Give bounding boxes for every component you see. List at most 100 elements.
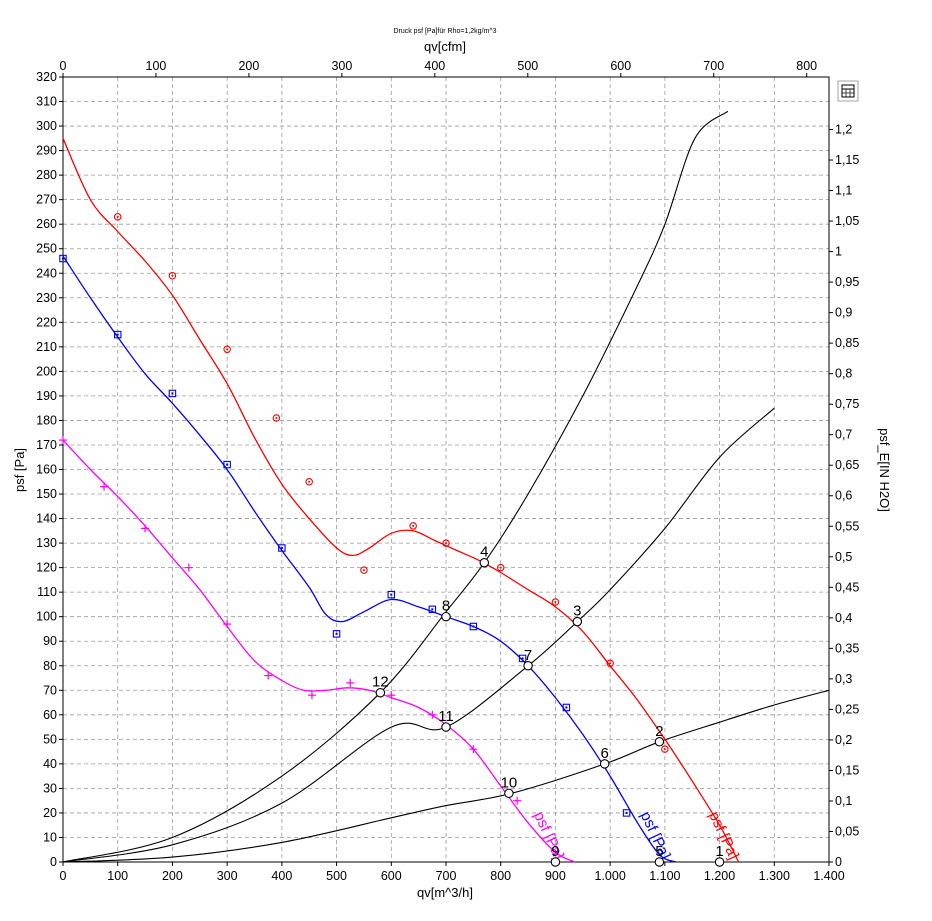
data-point-square	[518, 654, 527, 663]
data-point-outer	[305, 478, 313, 486]
fan-curve-label-3: psf [Pa]	[530, 809, 567, 862]
x-tick-label: 100	[107, 869, 128, 883]
x-tick-label: 700	[436, 869, 457, 883]
y2-tick-label: 0,3	[835, 672, 852, 686]
operating-point-marker	[654, 737, 665, 747]
data-point-outer	[223, 460, 231, 469]
data-point-cross	[141, 524, 150, 533]
operating-point-marker	[523, 660, 533, 671]
system-curve-1	[62, 110, 729, 863]
data-point-inner	[390, 593, 393, 596]
data-point-square	[428, 605, 437, 614]
x-tick-label: 1.400	[813, 869, 844, 883]
data-point-outer	[272, 414, 281, 422]
data-point-outer	[168, 271, 177, 280]
data-point-circle	[496, 563, 505, 572]
y-tick-label: 270	[36, 193, 57, 207]
y2-tick-label: 1	[835, 245, 842, 259]
operating-point-label: 10	[501, 774, 518, 791]
data-point-inner	[308, 480, 311, 483]
x-tick-label: 1.300	[759, 869, 790, 883]
x-tick-label: 1.200	[704, 869, 735, 883]
data-point-outer	[113, 330, 122, 339]
data-point-inner	[116, 215, 119, 218]
operating-point-label: 3	[573, 603, 581, 620]
y-tick-label: 70	[43, 683, 57, 697]
data-point-outer	[562, 703, 571, 712]
y-tick-label: 180	[36, 413, 57, 427]
data-point-inner	[554, 600, 557, 603]
y2-tick-label: 0,05	[835, 824, 859, 838]
data-point-cross	[100, 482, 109, 491]
data-point-outer	[113, 213, 122, 221]
y2-tick-label: 0,75	[835, 397, 859, 411]
operating-point-label: 6	[600, 745, 608, 762]
y-tick-label: 220	[36, 315, 57, 329]
y-tick-label: 130	[36, 536, 57, 550]
data-point-inner	[625, 811, 628, 814]
y-tick-label: 210	[36, 340, 57, 354]
data-point-inner	[521, 657, 524, 660]
data-point-inner	[62, 257, 64, 260]
operating-point-label: 12	[372, 674, 389, 691]
x-tick-label: 200	[162, 869, 183, 883]
calculator-icon[interactable]	[837, 80, 859, 102]
data-point-square	[59, 254, 67, 263]
data-point-outer	[606, 659, 614, 668]
operating-point-label: 1	[715, 843, 723, 860]
data-point-circle	[168, 271, 177, 280]
operating-point-marker	[654, 857, 665, 867]
data-point-inner	[116, 333, 119, 336]
x2-axis-title: qv[cfm]	[424, 39, 466, 54]
data-point-outer	[387, 590, 396, 599]
y2-tick-label: 0,15	[835, 763, 859, 777]
y-tick-label: 200	[36, 364, 57, 378]
grid-lines	[63, 77, 829, 862]
data-point-outer	[661, 745, 669, 753]
data-point-inner	[472, 625, 475, 628]
axes: 0 100 200 300 400 500 600 700 800 900 1.000 1.100 1.…	[36, 59, 859, 883]
data-point-cross	[346, 678, 355, 687]
data-point-inner	[362, 569, 365, 572]
y2-tick-label: 0,4	[835, 611, 852, 625]
y-tick-label: 30	[43, 781, 57, 795]
data-point-square	[278, 544, 286, 552]
y-tick-label: 20	[43, 806, 57, 820]
data-point-circle	[409, 522, 417, 530]
system-curve-2	[62, 407, 775, 863]
x2-tick-label: 500	[517, 59, 538, 73]
data-point-square	[113, 330, 122, 339]
x2-tick-label: 400	[424, 59, 445, 73]
data-point-square	[223, 460, 231, 469]
operating-point-label: 5	[655, 843, 663, 860]
x2-tick-label: 600	[610, 59, 631, 73]
data-point-inner	[226, 463, 229, 466]
data-point-outer	[551, 598, 560, 606]
y-tick-label: 140	[36, 512, 57, 526]
y2-tick-label: 1,15	[835, 153, 859, 167]
data-point-cross	[184, 563, 193, 572]
data-point-inner	[565, 706, 568, 709]
y2-tick-label: 0,45	[835, 580, 859, 594]
y-tick-label: 280	[36, 168, 57, 182]
y-tick-label: 310	[36, 95, 57, 109]
data-point-inner	[445, 542, 447, 545]
x2-tick-label: 700	[703, 59, 724, 73]
data-point-square	[562, 703, 571, 712]
y-tick-label: 300	[36, 119, 57, 133]
y2-tick-label: 1,2	[835, 122, 852, 136]
data-point-cross	[264, 671, 273, 680]
data-point-square	[387, 590, 396, 599]
operating-point-label: 4	[480, 544, 488, 561]
y2-tick-label: 0,35	[835, 641, 859, 655]
data-point-inner	[280, 547, 283, 549]
x2-tick-label: 0	[60, 59, 67, 73]
fan-curve-line-3	[62, 439, 575, 863]
y-tick-label: 260	[36, 217, 57, 231]
data-point-outer	[168, 389, 177, 398]
fan-curve-line-1	[62, 138, 740, 863]
data-point-circle	[360, 566, 368, 574]
data-point-outer	[496, 563, 505, 572]
y2-tick-label: 1,05	[835, 214, 859, 228]
data-point-outer	[59, 254, 67, 263]
